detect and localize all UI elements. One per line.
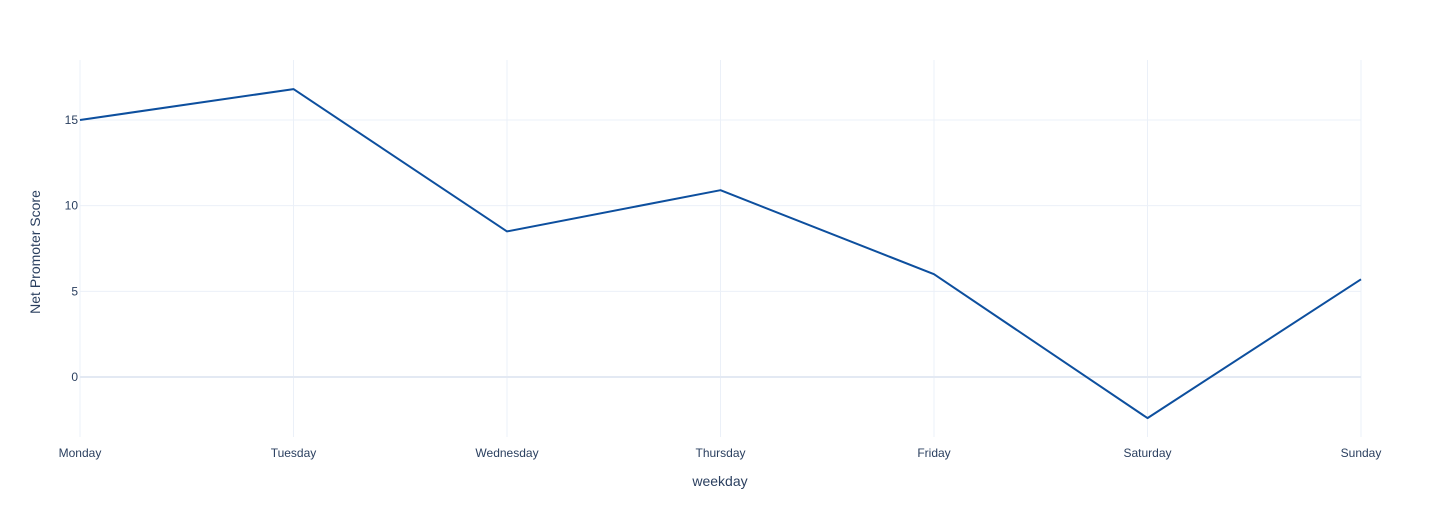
tick-label-layer: 0 5 10 15 Monday Tuesday Wednesday Thursday Frid… bbox=[59, 113, 1382, 460]
x-tick-label: Friday bbox=[917, 446, 950, 460]
x-tick-label: Monday bbox=[59, 446, 102, 460]
data-point bbox=[293, 88, 295, 90]
series-line bbox=[79, 88, 1362, 420]
y-tick-label: 10 bbox=[65, 199, 79, 213]
x-tick-label: Sunday bbox=[1341, 446, 1382, 460]
y-tick-label: 0 bbox=[71, 370, 78, 384]
data-point bbox=[720, 189, 722, 191]
x-tick-label: Thursday bbox=[695, 446, 745, 460]
x-tick-label: Wednesday bbox=[475, 446, 538, 460]
y-tick-label: 15 bbox=[65, 113, 79, 127]
x-axis-title: weekday bbox=[691, 473, 747, 489]
data-point bbox=[933, 273, 935, 275]
y-tick-label: 5 bbox=[71, 284, 78, 298]
x-tick-label: Saturday bbox=[1123, 446, 1171, 460]
data-point bbox=[1360, 278, 1362, 280]
series-layer bbox=[79, 88, 1362, 420]
y-axis-title: Net Promoter Score bbox=[27, 190, 43, 314]
data-point bbox=[506, 230, 508, 232]
data-point bbox=[1147, 417, 1149, 419]
x-tick-label: Tuesday bbox=[271, 446, 317, 460]
data-point bbox=[79, 119, 81, 121]
grid-layer bbox=[79, 60, 1362, 437]
